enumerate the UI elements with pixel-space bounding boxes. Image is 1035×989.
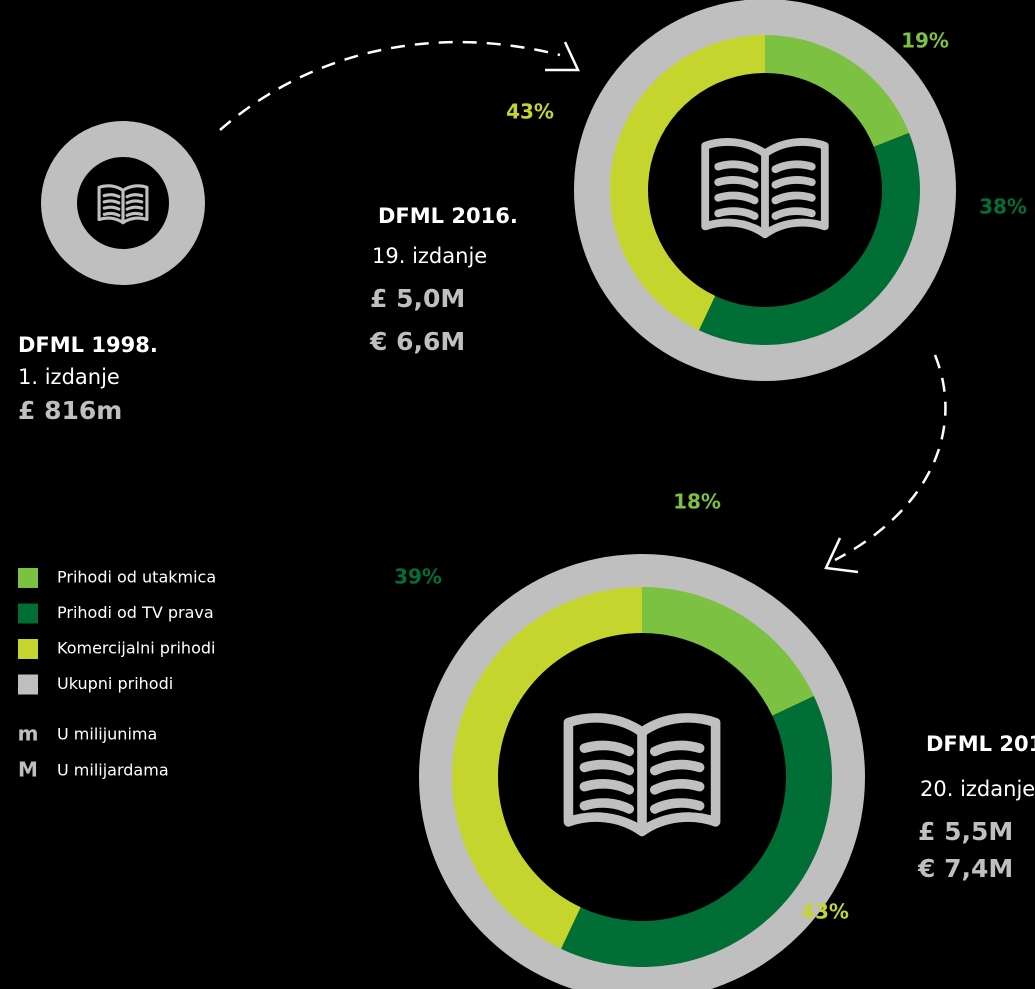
legend-swatch xyxy=(18,639,38,659)
unit-label: U milijunima xyxy=(57,725,157,744)
edition-amount: € 6,6M xyxy=(369,327,465,356)
arrow-head xyxy=(824,537,859,574)
value-label: 43% xyxy=(801,900,849,924)
edition-subtitle: 20. izdanje xyxy=(920,777,1035,801)
value-label: 19% xyxy=(901,29,949,53)
value-label: 39% xyxy=(394,565,442,589)
legend-label: Prihodi od utakmica xyxy=(57,568,216,587)
donut-segment xyxy=(610,35,765,331)
total-ring xyxy=(574,0,956,381)
edition-text: £ 816m xyxy=(18,396,122,425)
total-ring xyxy=(41,121,205,285)
edition-title: DFML 2017. xyxy=(926,732,1035,756)
edition-title: DFML 2016. xyxy=(378,204,518,228)
donut-segment xyxy=(642,587,814,716)
edition-text: DFML 1998. xyxy=(18,333,158,357)
edition-amount: € 7,4M xyxy=(917,854,1013,883)
book-icon xyxy=(568,718,715,831)
legend-swatch xyxy=(18,603,38,624)
edition-text: 1. izdanje xyxy=(18,365,120,389)
total-ring xyxy=(419,554,865,989)
donut-segment xyxy=(765,35,910,147)
legend-label: Prihodi od TV prava xyxy=(57,603,214,622)
donut-segment xyxy=(451,587,642,949)
value-label: 43% xyxy=(506,100,554,124)
legend-label: Ukupni prihodi xyxy=(57,674,173,693)
legend-swatch xyxy=(18,674,38,695)
donut-segment xyxy=(699,132,920,345)
value-label: 38% xyxy=(979,195,1027,219)
edition-subtitle: 19. izdanje xyxy=(372,244,487,268)
unit-symbol: M xyxy=(18,758,38,782)
book-icon xyxy=(705,142,825,234)
edition-amount: £ 5,0M xyxy=(370,284,465,313)
unit-symbol: m xyxy=(18,722,39,746)
arrow-head xyxy=(545,41,580,72)
value-label: 18% xyxy=(673,490,721,514)
book-icon xyxy=(97,184,149,225)
legend-label: Komercijalni prihodi xyxy=(57,639,215,658)
legend-swatch xyxy=(18,568,38,588)
unit-label: U milijardama xyxy=(57,761,169,780)
connector-arrow xyxy=(834,354,947,562)
donut-segment xyxy=(561,696,832,967)
edition-amount: £ 5,5M xyxy=(918,817,1013,846)
